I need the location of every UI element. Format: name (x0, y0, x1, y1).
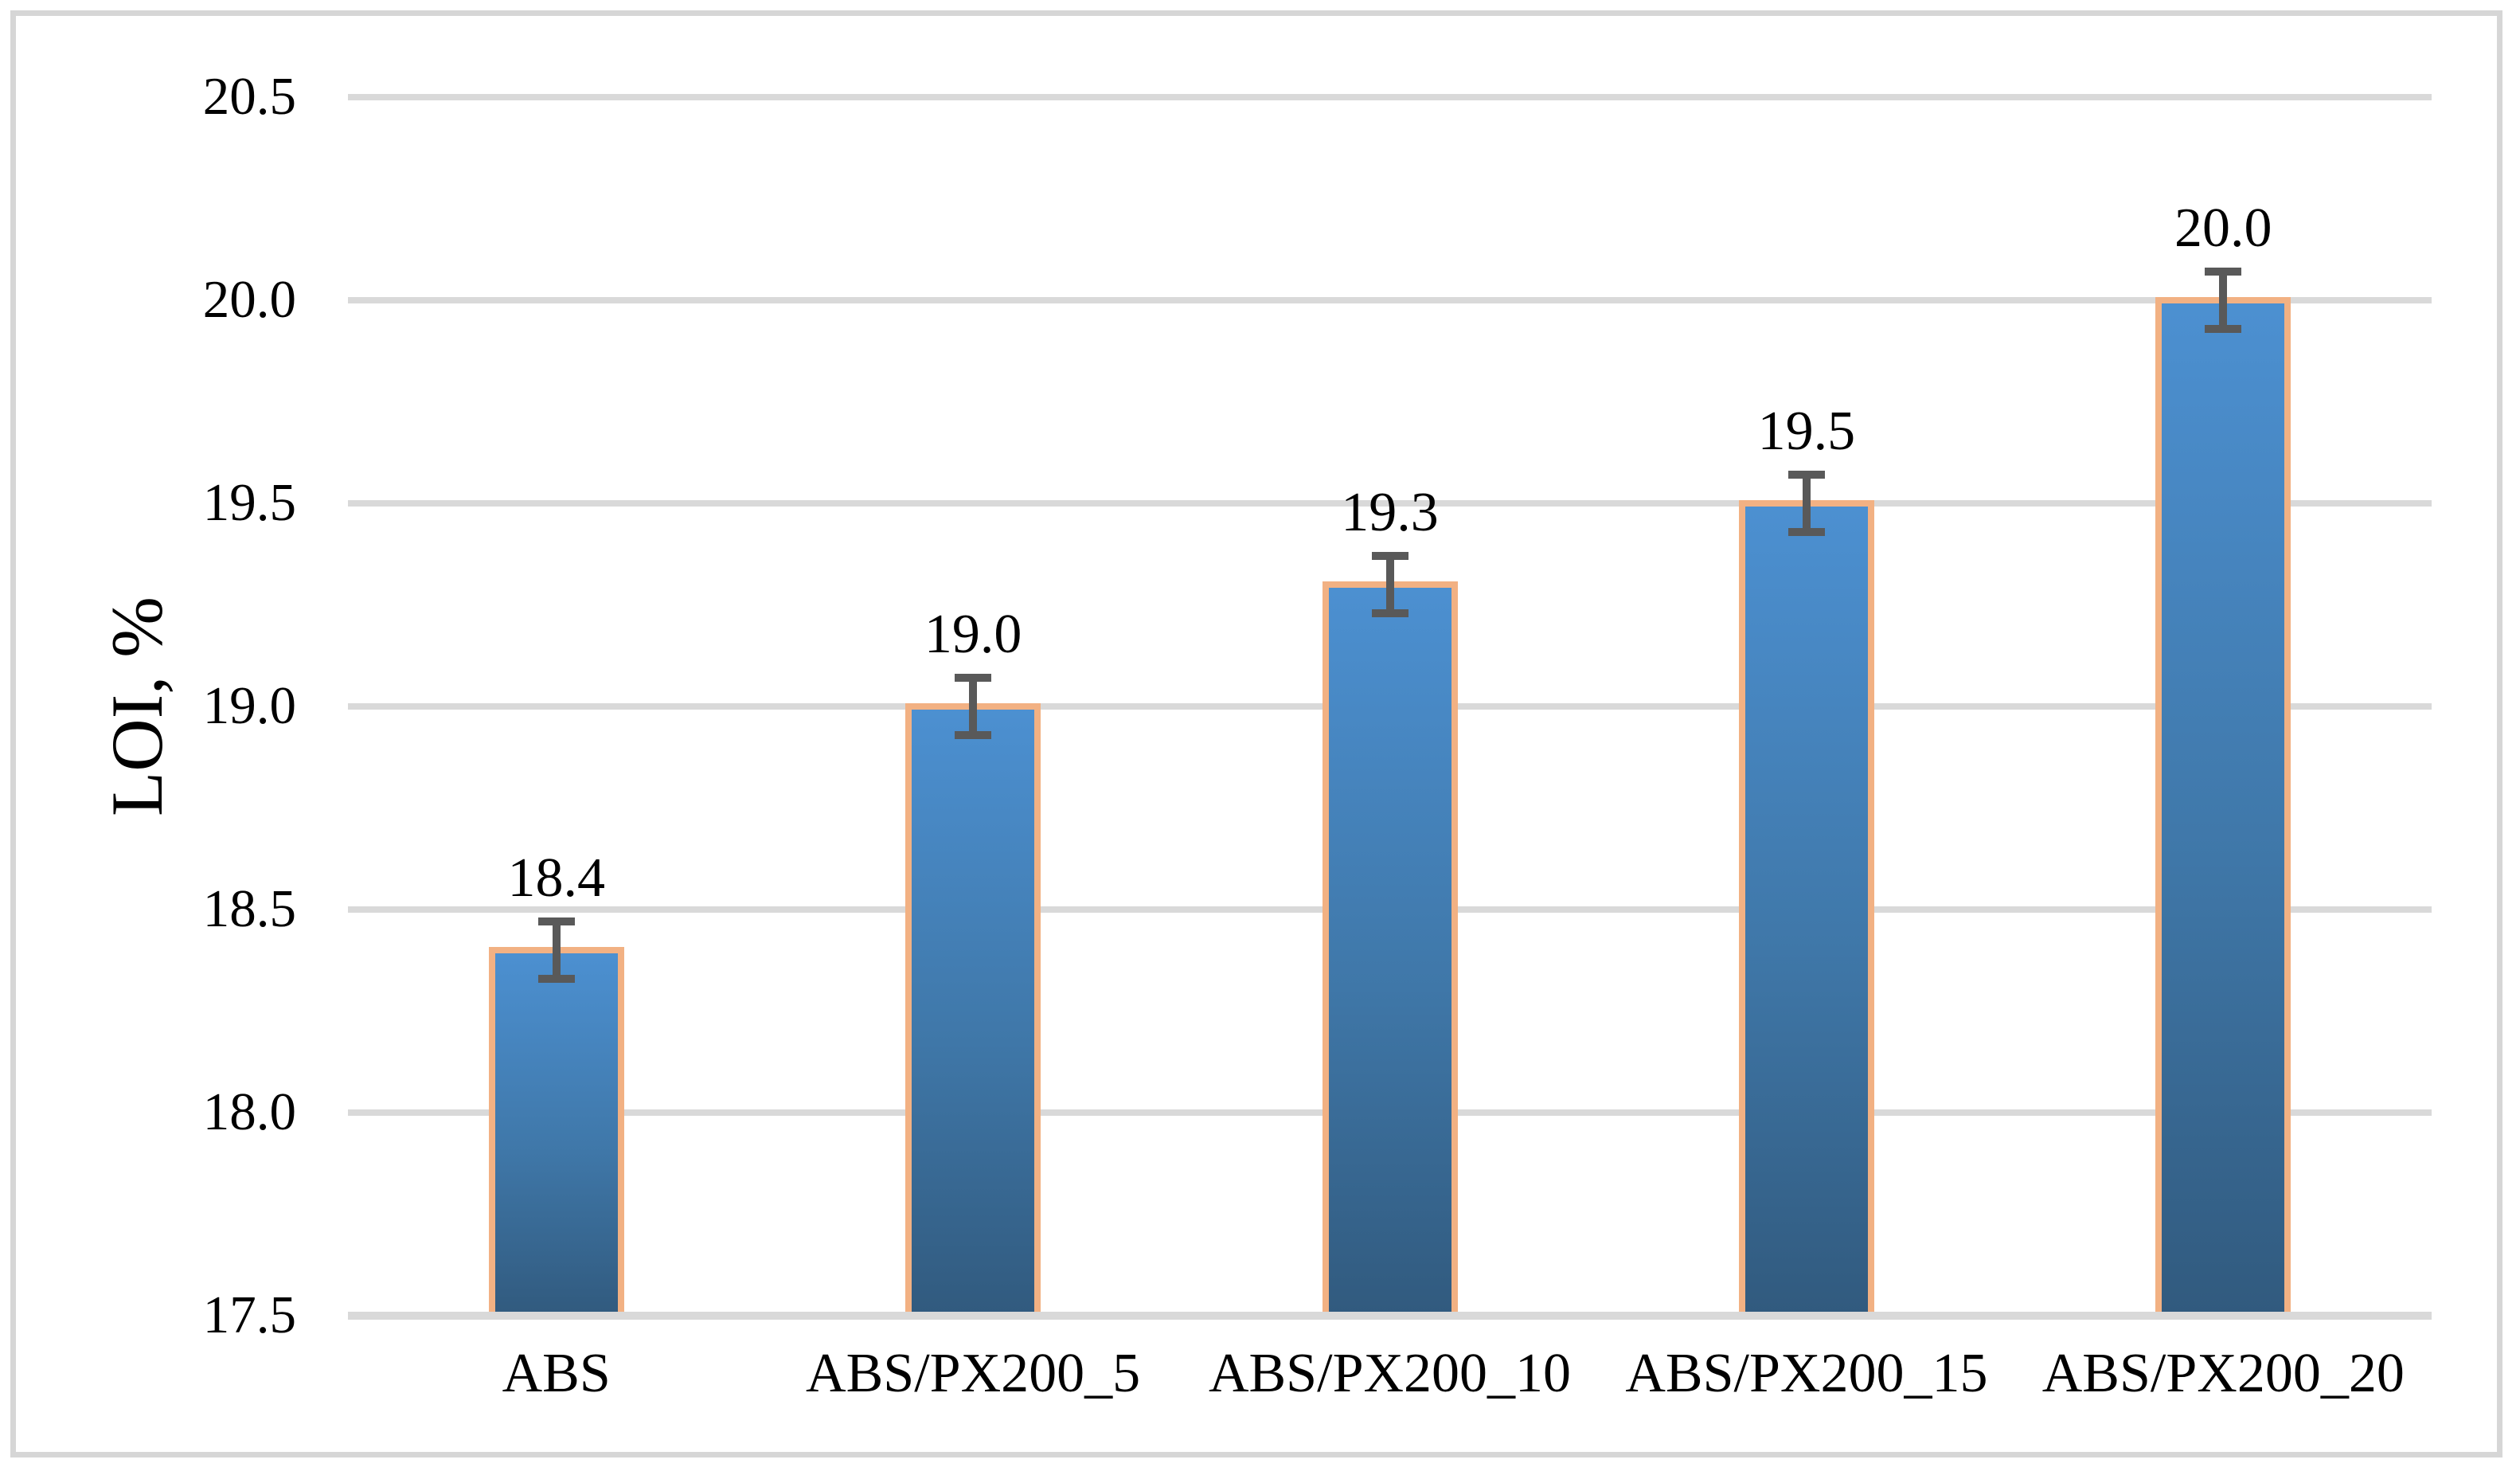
y-axis-tick-label: 19.5 (202, 473, 296, 533)
bar (2155, 297, 2291, 1316)
error-bar-bottom-cap (2205, 324, 2242, 333)
error-bar-top-cap (1371, 552, 1408, 561)
y-axis-tick-label: 19.0 (202, 676, 296, 736)
gridline (348, 500, 2432, 507)
bar (905, 703, 1041, 1316)
error-bar-top-cap (955, 674, 992, 683)
error-bar-bottom-cap (1371, 608, 1408, 617)
gridline (348, 94, 2432, 100)
error-bar-bottom-cap (955, 730, 992, 739)
y-axis-tick-label: 18.5 (202, 879, 296, 939)
bar-data-label: 20.0 (2174, 198, 2272, 260)
bar-data-label: 18.4 (507, 847, 605, 910)
gridline (348, 297, 2432, 303)
bar (488, 947, 624, 1316)
y-axis-tick-label: 20.5 (202, 67, 296, 127)
y-axis-tick-label: 20.0 (202, 270, 296, 330)
x-axis-category-label: ABS/PX200_15 (1625, 1343, 1988, 1404)
y-axis-tick-label: 17.5 (202, 1285, 296, 1345)
chart-frame (10, 10, 2502, 1457)
error-bar (1802, 475, 1811, 532)
x-axis-category-label: ABS/PX200_20 (2041, 1343, 2405, 1404)
error-bar-top-cap (1787, 471, 1825, 479)
bar (1738, 500, 1874, 1316)
error-bar (969, 678, 978, 735)
x-axis-category-label: ABS (502, 1343, 611, 1404)
y-axis-title: LOI, % (96, 597, 178, 816)
error-bar (2219, 272, 2228, 329)
y-axis-tick-label: 18.0 (202, 1082, 296, 1142)
error-bar (552, 921, 561, 979)
error-bar-top-cap (537, 917, 575, 926)
bar (1322, 581, 1458, 1316)
error-bar-bottom-cap (1787, 527, 1825, 536)
error-bar (1385, 556, 1394, 613)
bar-data-label: 19.3 (1341, 482, 1439, 544)
x-axis-line (348, 1312, 2432, 1320)
x-axis-category-label: ABS/PX200_5 (806, 1343, 1141, 1404)
error-bar-top-cap (2205, 268, 2242, 276)
x-axis-category-label: ABS/PX200_10 (1208, 1343, 1572, 1404)
bar-data-label: 19.5 (1757, 401, 1856, 463)
bar-data-label: 19.0 (924, 604, 1022, 666)
error-bar-bottom-cap (537, 974, 575, 983)
